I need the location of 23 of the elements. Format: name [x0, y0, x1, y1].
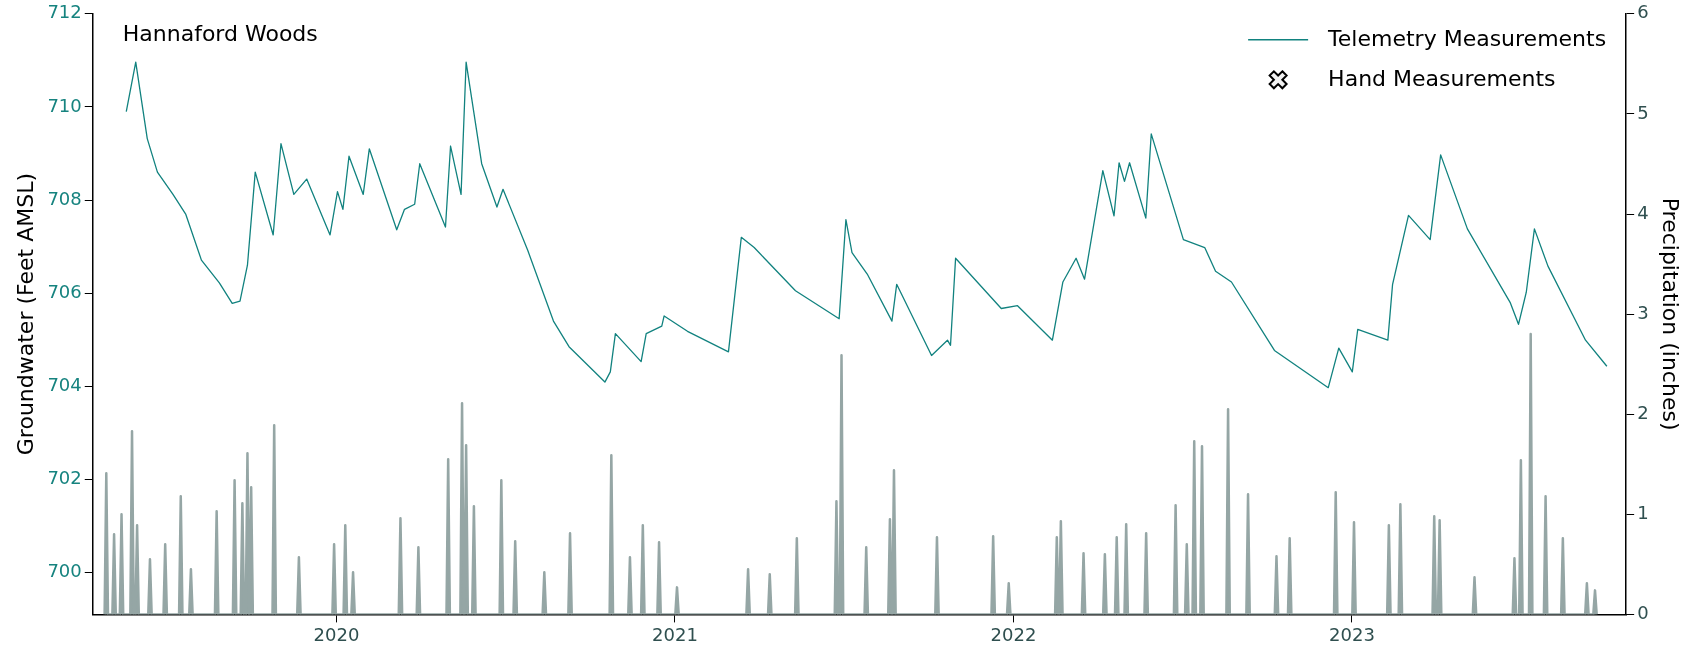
y2-tick-label: 0 [1637, 602, 1649, 624]
y2-tick-label: 1 [1637, 501, 1649, 523]
y-tick-label: 708 [47, 187, 82, 209]
annotation: Hannaford Woods [122, 20, 318, 46]
y2-tick-label: 4 [1637, 201, 1649, 223]
y-tick-label: 712 [47, 1, 82, 23]
y-tick-label: 704 [47, 373, 82, 395]
y2-tick-label: 2 [1637, 401, 1649, 423]
y-tick-label: 706 [47, 280, 82, 302]
y2-axis-title: Precipitation (inches) [1658, 197, 1684, 431]
y-tick-label: 702 [47, 467, 82, 489]
x-tick-label: 2022 [990, 623, 1037, 645]
x-tick-label: 2021 [652, 623, 698, 645]
x-tick-label: 2023 [1329, 623, 1375, 645]
y2-tick-label: 3 [1637, 301, 1649, 323]
y2-tick-label: 6 [1637, 1, 1649, 23]
y2-tick-label: 5 [1637, 101, 1649, 123]
legend-label: Hand Measurements [1328, 65, 1556, 91]
legend-label: Telemetry Measurements [1327, 25, 1607, 51]
y-tick-label: 710 [47, 94, 82, 116]
x-tick-label: 2020 [313, 623, 360, 645]
y-axis-title: Groundwater (Feet AMSL) [12, 173, 38, 456]
y-tick-label: 700 [47, 560, 82, 582]
